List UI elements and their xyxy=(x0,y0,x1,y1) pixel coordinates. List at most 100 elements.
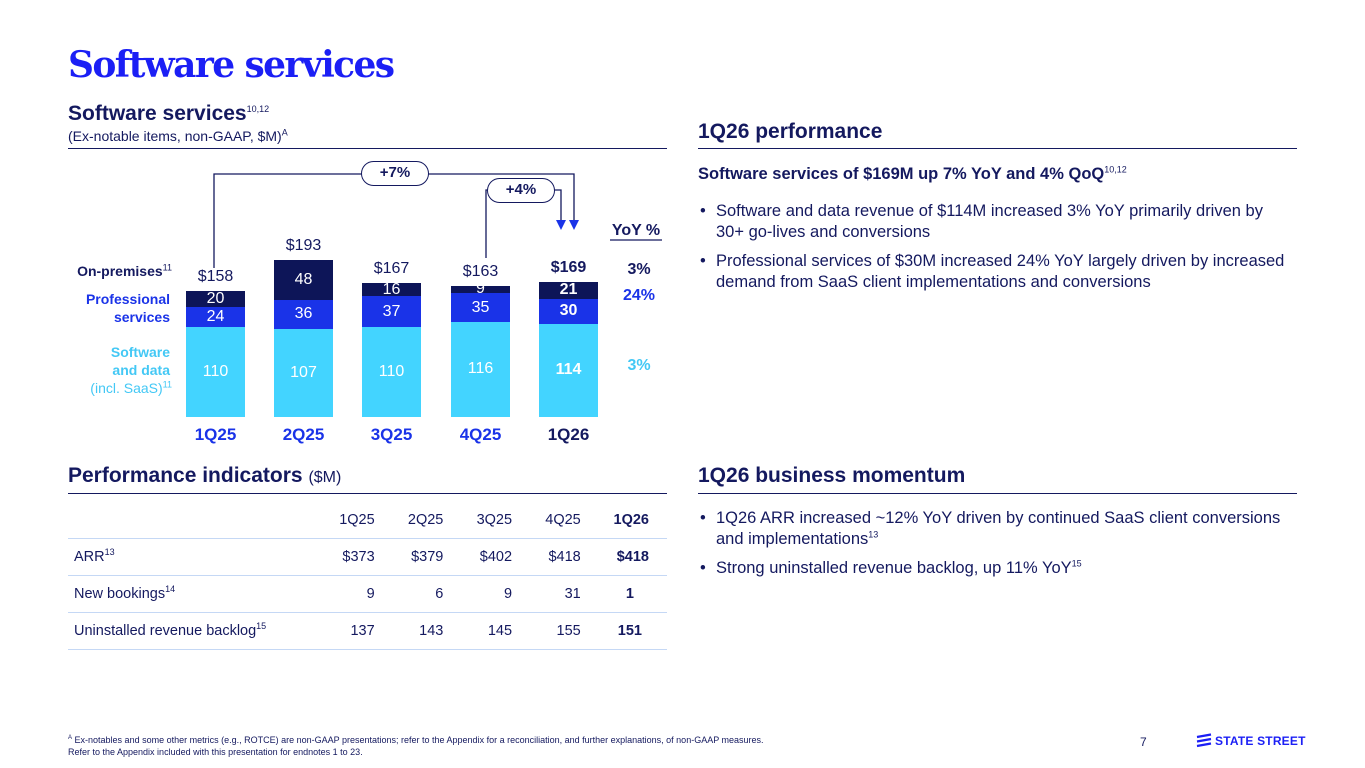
legend-software-data: Software and data (incl. SaaS)11 xyxy=(60,343,172,397)
cell: $379 xyxy=(411,548,444,565)
footnote-line2: Refer to the Appendix included with this… xyxy=(68,747,363,757)
cell: 9 xyxy=(366,585,375,602)
bar-software: 116 xyxy=(451,321,510,417)
cell: 151 xyxy=(617,622,642,639)
bullet-item: 1Q26 ARR increased ~12% YoY driven by co… xyxy=(698,508,1288,549)
footnotes: A Ex-notables and some other metrics (e.… xyxy=(68,734,764,758)
bar-professional: 37 xyxy=(362,296,421,327)
row-label: Uninstalled revenue backlog xyxy=(74,622,257,639)
bar-software: 110 xyxy=(362,326,421,417)
legend-professional-services: Professional services xyxy=(60,290,170,326)
yoy-arrowhead xyxy=(569,220,579,230)
chart-subheading-sup: A xyxy=(281,127,288,138)
bar-value-label: 116 xyxy=(467,360,494,378)
bar-total-label: $163 xyxy=(462,262,499,280)
table-row: New bookings14 9 6 9 31 1 xyxy=(68,575,667,612)
chart-subheading-text: (Ex-notable items, non-GAAP, $M) xyxy=(68,128,282,144)
bar-professional: 36 xyxy=(274,299,333,330)
bar-on-premises: 21 xyxy=(539,281,598,299)
cell: 145 xyxy=(487,622,513,639)
row-label: New bookings xyxy=(74,585,166,602)
indicators-header-row: 1Q25 2Q25 3Q25 4Q25 1Q26 xyxy=(68,502,667,538)
yoy-software: 3% xyxy=(627,357,651,374)
cell: 155 xyxy=(556,622,581,639)
performance-subheading: Software services of $169M up 7% YoY and… xyxy=(698,165,1127,184)
bar-value-label: 37 xyxy=(382,302,401,320)
chart-divider xyxy=(68,148,667,149)
bar-value-label: 24 xyxy=(206,307,225,325)
bar-value-label: 21 xyxy=(559,281,578,299)
legend-software-line3: (incl. SaaS) xyxy=(90,380,163,396)
cell: 31 xyxy=(564,585,581,602)
bullet-item: Professional services of $30M increased … xyxy=(698,251,1288,292)
row-label-sup: 13 xyxy=(104,546,115,557)
bar-total-label: $158 xyxy=(197,267,234,285)
bar-software: 107 xyxy=(274,329,333,417)
cell: 137 xyxy=(350,622,375,639)
col-header: 2Q25 xyxy=(407,511,444,528)
indicators-table: 1Q25 2Q25 3Q25 4Q25 1Q26 ARR13 $373 $379… xyxy=(68,502,667,650)
bar-value-label: 110 xyxy=(202,362,229,380)
bullet-item: Software and data revenue of $114M incre… xyxy=(698,201,1288,242)
momentum-bullets: 1Q26 ARR increased ~12% YoY driven by co… xyxy=(698,508,1288,588)
bar-value-label: 20 xyxy=(206,289,225,307)
momentum-bullet1-text: 1Q26 ARR increased ~12% YoY driven by co… xyxy=(716,509,1281,548)
cell: $373 xyxy=(342,548,375,565)
x-axis-label: 3Q25 xyxy=(370,425,413,444)
bar-professional: 35 xyxy=(451,293,510,322)
bar-value-label: 114 xyxy=(555,361,582,379)
momentum-bullet1-sup: 13 xyxy=(868,529,879,539)
cell: $402 xyxy=(479,548,513,565)
table-row: ARR13 $373 $379 $402 $418 $418 xyxy=(68,538,667,575)
bar-on-premises: 9 xyxy=(451,280,510,297)
indicators-heading-text: Performance indicators xyxy=(68,464,303,487)
bar-total-label: $193 xyxy=(285,237,322,255)
state-street-logo: STATE STREET xyxy=(1196,733,1306,749)
indicators-heading-unit: ($M) xyxy=(308,469,342,486)
cell: 9 xyxy=(503,585,513,602)
bar-value-label: 30 xyxy=(559,302,578,320)
bar-on-premises: 48 xyxy=(274,260,333,300)
slide-title: Software services xyxy=(68,44,395,86)
x-axis-label: 2Q25 xyxy=(282,425,325,444)
chart-heading-text: Software services xyxy=(68,102,247,125)
chart-heading-sup: 10,12 xyxy=(246,104,270,114)
legend-on-premises-sup: 11 xyxy=(162,262,172,273)
cell: $418 xyxy=(548,548,581,565)
momentum-heading: 1Q26 business momentum xyxy=(698,464,966,487)
footnote-line1: Ex-notables and some other metrics (e.g.… xyxy=(74,735,764,745)
performance-bullets: Software and data revenue of $114M incre… xyxy=(698,201,1288,301)
cell: 6 xyxy=(435,585,444,602)
indicators-heading: Performance indicators ($M) xyxy=(68,464,341,488)
footnote-marker: A xyxy=(68,735,73,741)
performance-heading: 1Q26 performance xyxy=(698,120,883,143)
bar-on-premises: 20 xyxy=(186,289,245,308)
chart-heading: Software services10,12 xyxy=(68,102,269,126)
x-axis-label: 1Q26 xyxy=(547,425,590,444)
cell: $418 xyxy=(616,548,649,565)
performance-subheading-sup: 10,12 xyxy=(1104,164,1127,175)
momentum-bullet2-text: Strong uninstalled revenue backlog, up 1… xyxy=(716,559,1072,577)
bar-value-label: 107 xyxy=(290,364,317,382)
col-header: 1Q26 xyxy=(613,511,649,528)
yoy-header: YoY % xyxy=(611,222,661,239)
legend-software-line1: Software xyxy=(110,344,170,360)
indicators-divider xyxy=(68,493,667,494)
col-header: 1Q25 xyxy=(339,511,375,528)
momentum-divider xyxy=(698,493,1297,494)
bar-professional: 30 xyxy=(539,298,598,324)
legend-professional-line2: services xyxy=(113,309,170,325)
bar-value-label: 110 xyxy=(378,362,405,380)
state-street-logo-icon xyxy=(1196,733,1212,748)
bar-total-label: $169 xyxy=(550,258,587,276)
bar-professional: 24 xyxy=(186,307,245,327)
yoy-on-premises: 3% xyxy=(627,261,651,278)
bar-value-label: 9 xyxy=(476,280,485,298)
col-header: 4Q25 xyxy=(545,511,581,528)
row-label-sup: 14 xyxy=(165,583,176,594)
bar-software: 114 xyxy=(539,323,598,417)
chart-subheading: (Ex-notable items, non-GAAP, $M)A xyxy=(68,128,288,144)
legend-on-premises-text: On-premises xyxy=(77,263,163,279)
col-header: 3Q25 xyxy=(476,511,513,528)
